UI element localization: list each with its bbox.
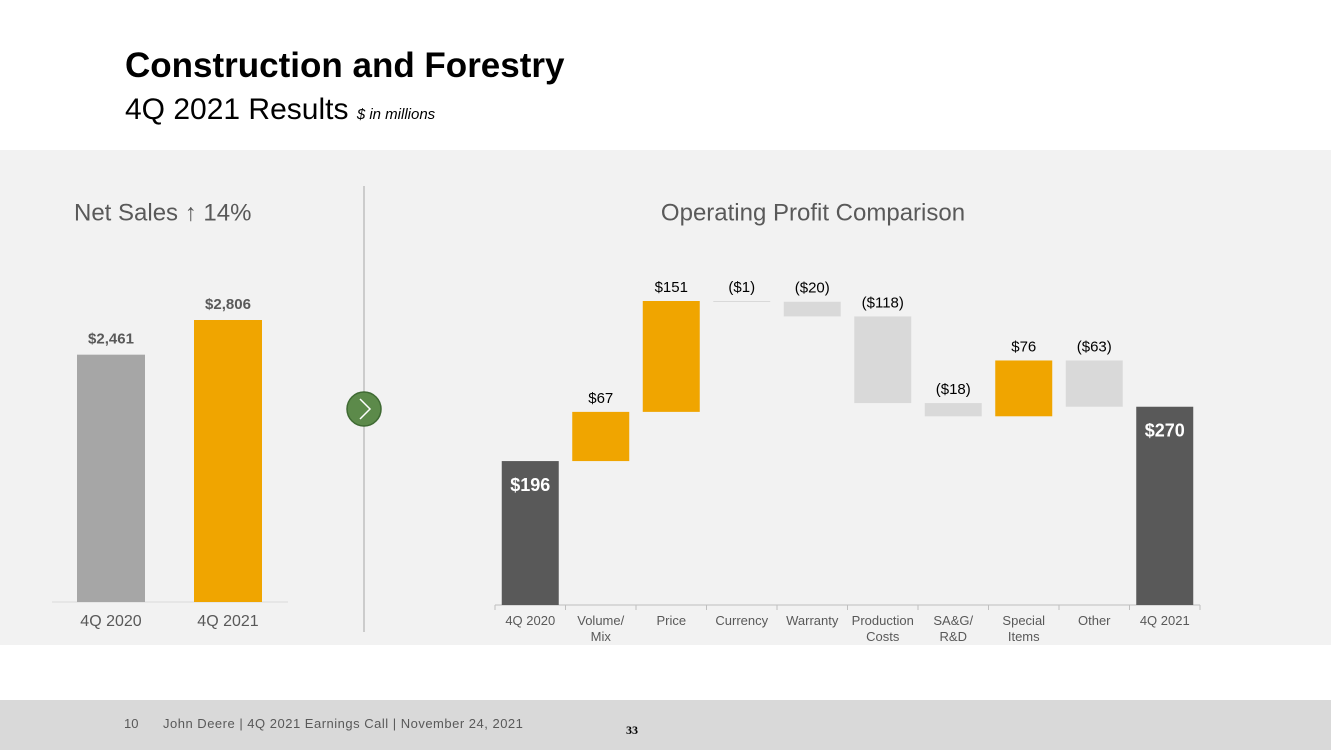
bar bbox=[642, 301, 700, 412]
x-tick-label: Volume/ Mix bbox=[577, 613, 625, 644]
bar bbox=[854, 316, 912, 404]
value-label: ($20) bbox=[795, 280, 830, 297]
bar bbox=[995, 360, 1053, 417]
bar bbox=[77, 354, 145, 602]
bar bbox=[1136, 406, 1194, 605]
x-tick-label: 4Q 2020 bbox=[80, 613, 141, 630]
x-tick-label: Warranty bbox=[786, 613, 839, 628]
x-tick-label: SA&G/ R&D bbox=[933, 613, 974, 644]
bar bbox=[713, 301, 771, 302]
slide-number: 33 bbox=[626, 723, 638, 737]
bar bbox=[924, 403, 982, 417]
value-label: ($63) bbox=[1077, 338, 1112, 355]
x-tick-label: 4Q 2021 bbox=[197, 613, 258, 630]
subtitle: 4Q 2021 Results bbox=[125, 93, 349, 126]
slide-subtitle: 4Q 2021 Results $ in millions bbox=[125, 93, 435, 127]
value-label: $67 bbox=[588, 390, 613, 407]
chevron-icon bbox=[346, 391, 382, 427]
x-tick-label: 4Q 2021 bbox=[1139, 613, 1190, 628]
slide-title: Construction and Forestry bbox=[125, 46, 565, 85]
x-tick-label: Currency bbox=[715, 613, 769, 628]
value-label: ($18) bbox=[936, 381, 971, 398]
chart-title: Net Sales ↑ 14% bbox=[74, 199, 251, 226]
chart-title: Operating Profit Comparison bbox=[661, 199, 965, 226]
value-label: $270 bbox=[1145, 420, 1185, 440]
value-label: $2,806 bbox=[205, 296, 251, 313]
value-label: ($118) bbox=[862, 294, 904, 311]
footer-text: John Deere | 4Q 2021 Earnings Call | Nov… bbox=[163, 716, 524, 731]
footer-band bbox=[0, 700, 1331, 750]
bar bbox=[572, 411, 630, 462]
x-tick-label: Production Costs bbox=[851, 613, 914, 644]
x-tick-label: Price bbox=[656, 613, 687, 628]
subtitle-note: $ in millions bbox=[356, 106, 436, 123]
bar bbox=[1065, 360, 1123, 407]
x-tick-label: Special Items bbox=[1002, 613, 1046, 644]
chevron-arrow bbox=[359, 398, 372, 420]
value-label: $151 bbox=[655, 279, 688, 296]
value-label: ($1) bbox=[728, 279, 755, 296]
value-label: $2,461 bbox=[88, 331, 134, 348]
x-tick-label: Other bbox=[1077, 613, 1111, 628]
value-label: $76 bbox=[1011, 338, 1036, 355]
bar bbox=[783, 301, 841, 317]
value-label: $196 bbox=[510, 475, 550, 495]
page-number: 10 bbox=[124, 716, 139, 731]
x-tick-label: 4Q 2020 bbox=[505, 613, 556, 628]
bar bbox=[194, 320, 262, 602]
bar bbox=[501, 461, 559, 605]
